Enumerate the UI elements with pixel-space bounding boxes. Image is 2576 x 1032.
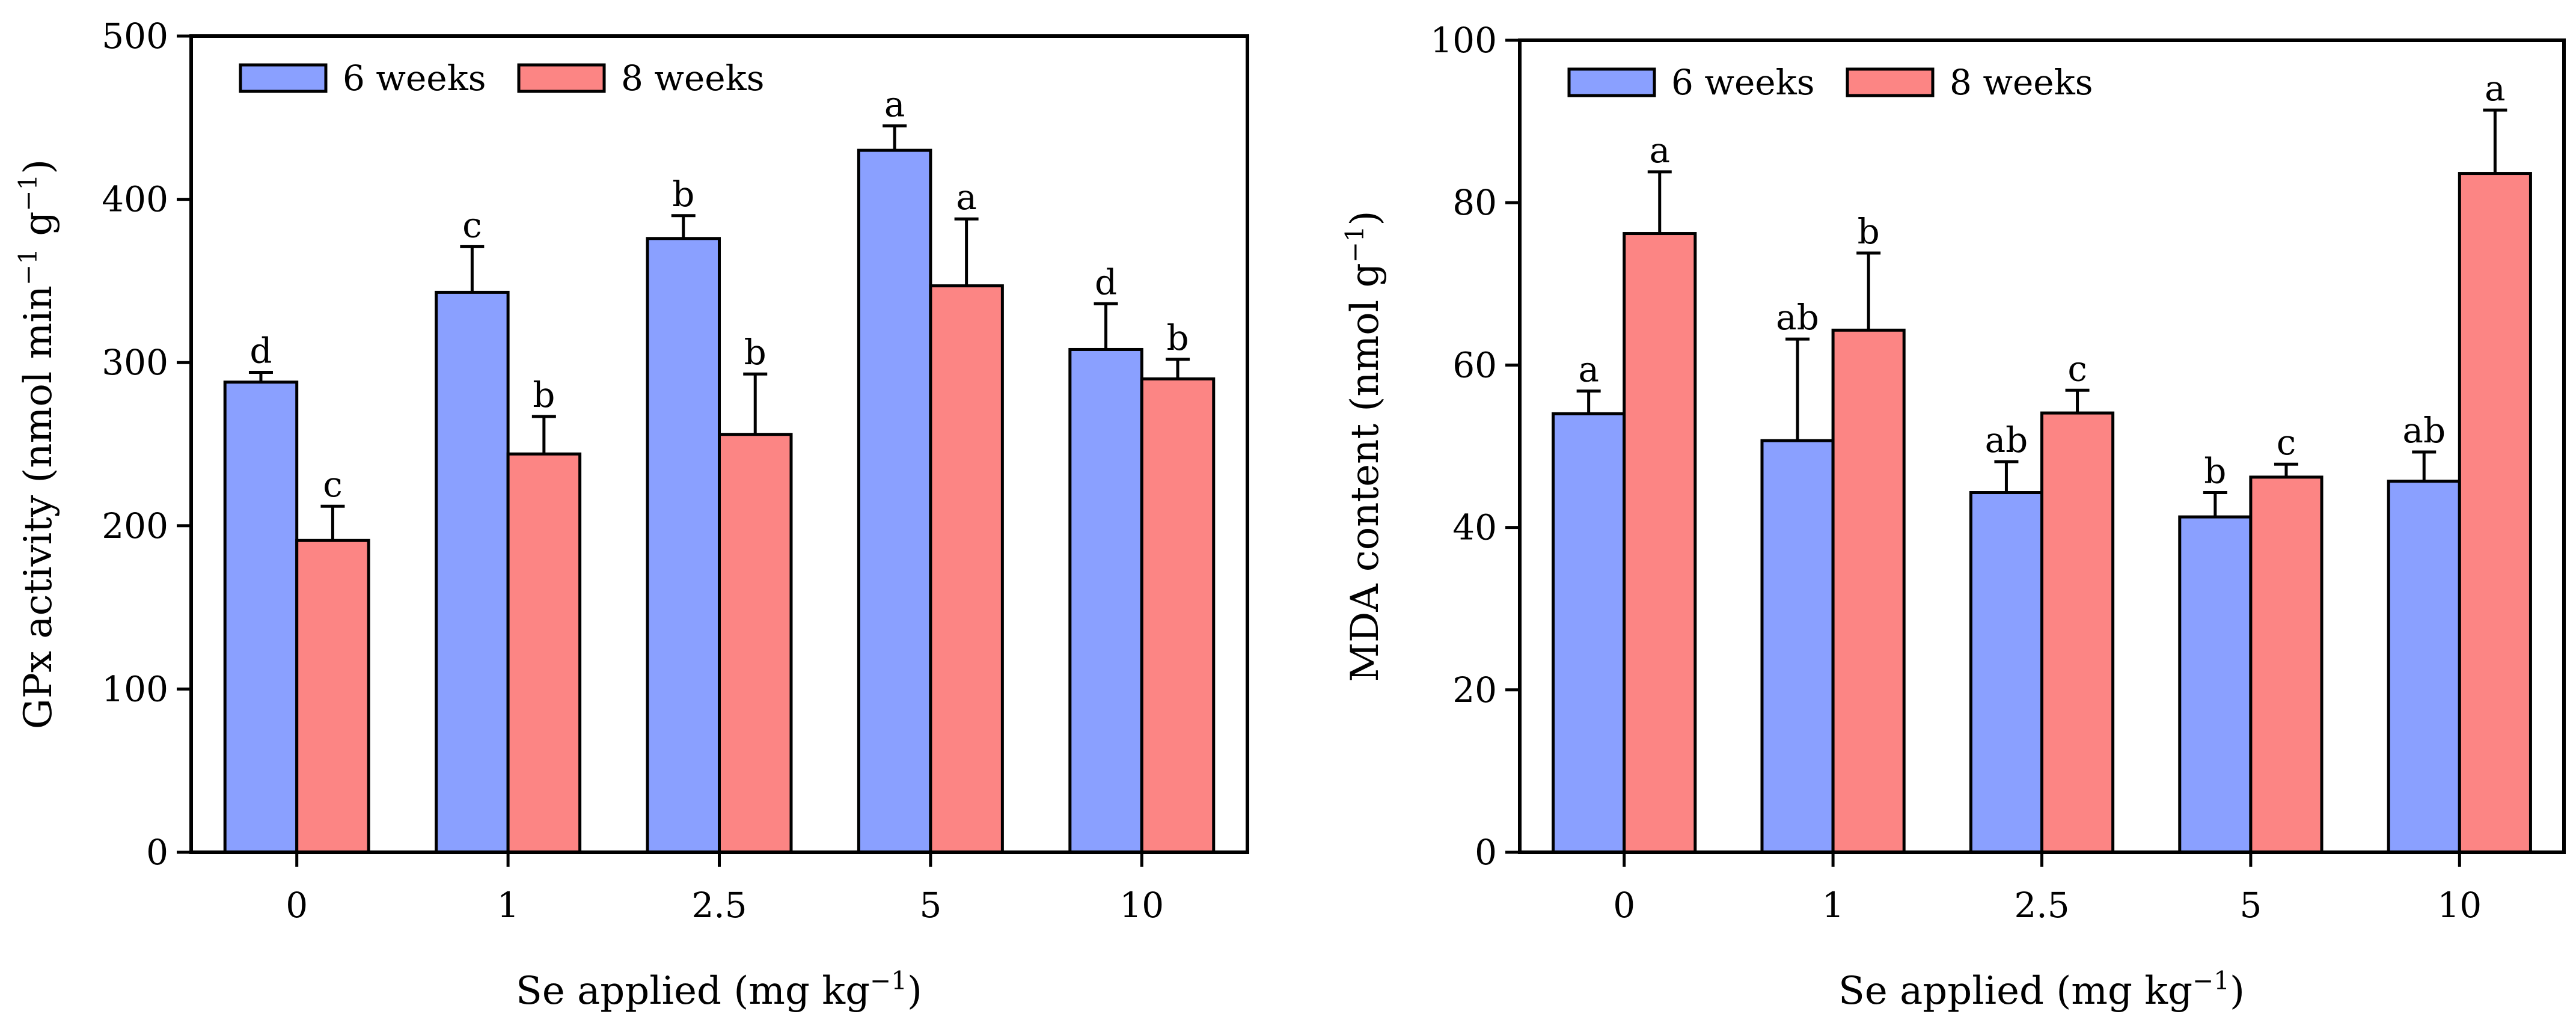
significance-label: a (2485, 68, 2506, 109)
bar (2178, 515, 2253, 854)
x-axis-title-end: ) (907, 969, 922, 1013)
legend-swatch (517, 63, 606, 93)
y-axis-title-part: ) (16, 159, 61, 174)
x-axis-title: Se applied (mg kg−1) (516, 966, 922, 1013)
significance-label: b (672, 174, 694, 215)
significance-label: b (2204, 451, 2226, 492)
legend-swatch (1567, 67, 1656, 97)
bar (435, 290, 510, 854)
x-axis-title-superscript: −1 (870, 966, 907, 995)
y-axis-title-superscript: −1 (13, 248, 43, 285)
x-tick-label: 0 (1613, 885, 1635, 926)
y-tick-label: 400 (102, 179, 168, 220)
y-tick-label: 100 (1430, 20, 1497, 61)
y-tick-label: 100 (102, 668, 168, 709)
significance-label: d (249, 330, 272, 371)
bar (1623, 232, 1697, 854)
x-tick-label: 2.5 (691, 885, 747, 926)
y-tick-label: 200 (102, 505, 168, 546)
bar (2249, 475, 2324, 854)
bar (1140, 377, 1216, 854)
x-tick-label: 5 (2239, 885, 2262, 926)
bar (646, 237, 721, 854)
bar (2040, 411, 2115, 854)
bar (2458, 172, 2532, 854)
y-tick-label: 500 (102, 16, 168, 56)
bar (1068, 347, 1143, 854)
bar (1552, 412, 1626, 854)
significance-label: a (884, 84, 905, 124)
y-axis-title-part: ) (1343, 211, 1387, 226)
y-tick-label: 80 (1452, 182, 1497, 223)
legend-swatch (1846, 67, 1935, 97)
legend-label: 8 weeks (621, 58, 765, 99)
y-axis-title: GPx activity (nmol min−1 g−1) (13, 159, 61, 729)
significance-label: c (2277, 422, 2296, 463)
x-axis-title-end: ) (2230, 969, 2245, 1013)
legend-label: 6 weeks (343, 58, 486, 99)
bar (857, 148, 932, 854)
y-tick-label: 0 (146, 832, 168, 873)
significance-label: c (462, 204, 482, 245)
significance-label: b (1858, 211, 1880, 252)
y-axis-title-superscript: −1 (13, 174, 43, 212)
significance-label: a (956, 177, 977, 218)
y-tick-label: 0 (1475, 832, 1497, 873)
x-tick-label: 10 (2437, 885, 2482, 926)
bar (1760, 439, 1835, 854)
y-axis-title-part: MDA content (nmol g (1343, 263, 1387, 682)
x-axis-title-superscript: −1 (2192, 966, 2230, 995)
bar (718, 433, 793, 854)
x-tick-label: 0 (286, 885, 308, 926)
x-tick-label: 10 (1119, 885, 1164, 926)
y-axis-title-part: GPx activity (nmol min (16, 285, 61, 729)
y-tick-label: 40 (1452, 507, 1497, 548)
significance-label: b (1166, 317, 1189, 358)
bar (1969, 491, 2044, 854)
significance-label: ab (1776, 297, 1819, 338)
significance-label: c (2067, 348, 2087, 389)
legend-swatch (239, 63, 328, 93)
significance-label: ab (2402, 410, 2446, 451)
significance-label: b (533, 374, 555, 415)
legend-label: 6 weeks (1671, 62, 1815, 103)
significance-label: b (744, 332, 766, 373)
bar (2387, 480, 2461, 854)
x-axis-title: Se applied (mg kg−1) (1838, 966, 2245, 1013)
x-tick-label: 1 (1822, 885, 1844, 926)
y-tick-label: 20 (1452, 670, 1497, 710)
significance-label: ab (1985, 420, 2028, 460)
significance-label: a (1578, 349, 1599, 390)
significance-label: a (1649, 130, 1670, 171)
bar (1831, 328, 1906, 854)
legend-label: 8 weeks (1950, 62, 2093, 103)
x-tick-label: 1 (497, 885, 519, 926)
bar (506, 452, 582, 854)
x-tick-label: 2.5 (2014, 885, 2069, 926)
significance-label: d (1095, 261, 1117, 302)
y-axis-title-superscript: −1 (1340, 225, 1369, 263)
y-axis-title: MDA content (nmol g−1) (1340, 211, 1387, 682)
y-tick-label: 60 (1452, 344, 1497, 385)
bar (295, 539, 370, 854)
bar (929, 284, 1004, 854)
x-tick-label: 5 (919, 885, 941, 926)
chart-gpx-activity: d c b a d c b b a b 0 100 200 300 400 500 0 1 2.5 5 10 Se app… (13, 16, 1249, 1013)
y-axis-title-part: g (16, 212, 61, 248)
significance-label: c (323, 464, 342, 505)
bar (223, 380, 299, 854)
y-tick-label: 300 (102, 342, 168, 383)
